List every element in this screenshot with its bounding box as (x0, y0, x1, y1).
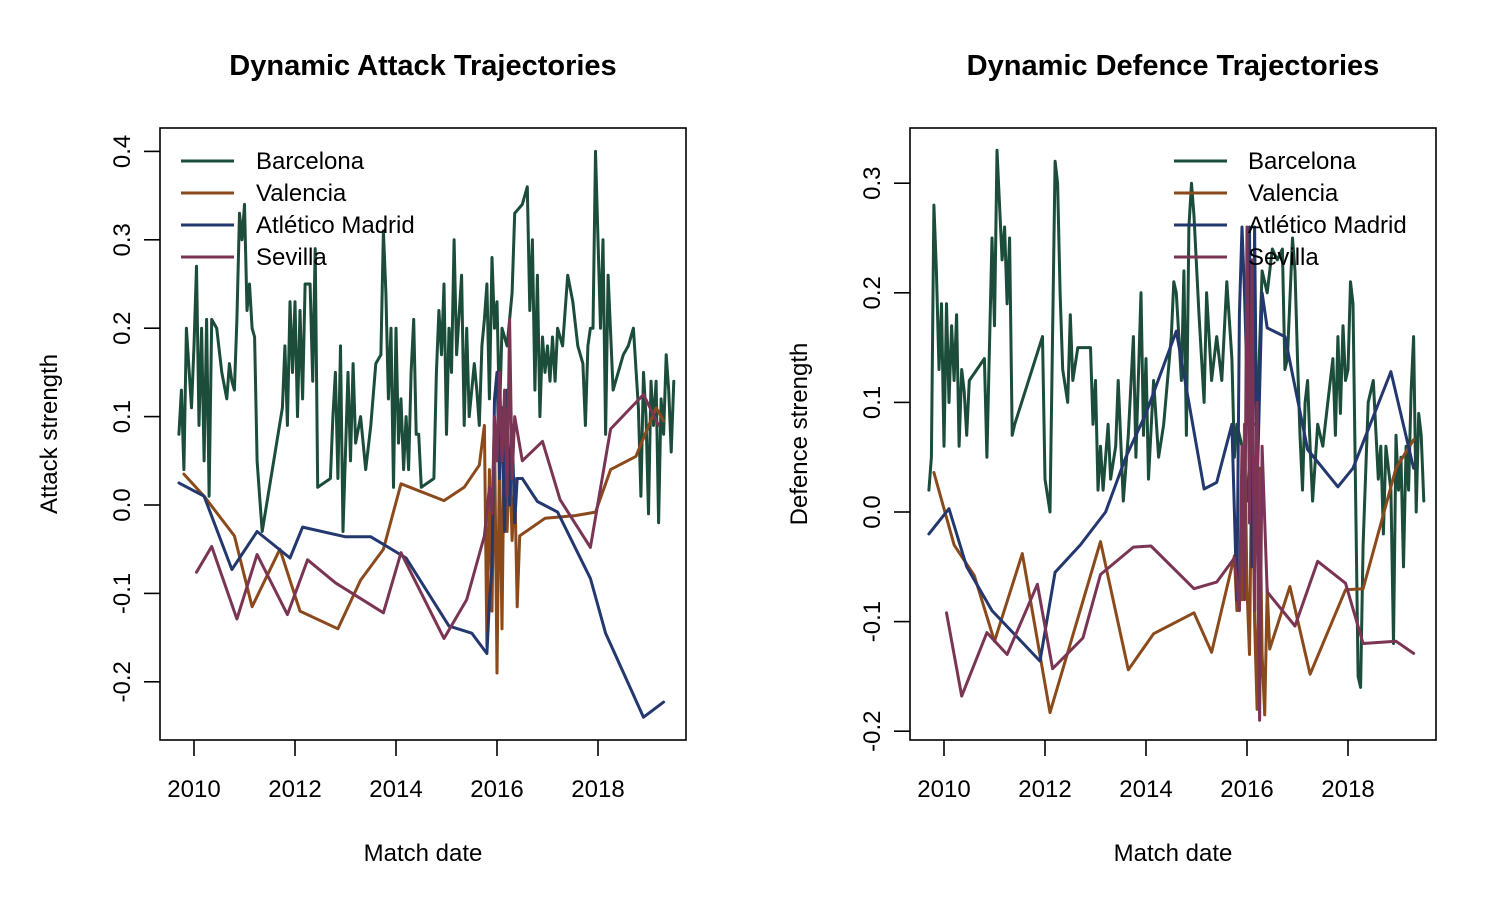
defence-x-tick-label: 2010 (917, 776, 970, 803)
defence-legend: Barcelona Valencia Atlético Madrid Sevilla (1174, 148, 1407, 271)
attack-x-tick-label: 2016 (470, 776, 523, 803)
attack-plot-frame (159, 127, 687, 741)
defence-legend-label: Sevilla (1248, 244, 1319, 271)
attack-series-sevilla (195, 317, 661, 640)
attack-y-tick-label: 0.4 (109, 135, 136, 168)
defence-y-tick-label: 0.1 (859, 386, 886, 419)
attack-series-group (177, 149, 676, 719)
attack-legend-label: Sevilla (256, 244, 327, 271)
attack-chart-title: Dynamic Attack Trajectories (229, 50, 616, 82)
defence-legend-label: Barcelona (1248, 148, 1357, 175)
attack-y-tick-label: 0.0 (109, 488, 136, 521)
attack-x-tick-label: 2012 (268, 776, 321, 803)
defence-chart-title: Dynamic Defence Trajectories (967, 50, 1380, 82)
attack-y-tick-label: 0.2 (109, 312, 136, 345)
attack-y-tick-label: 0.1 (109, 400, 136, 433)
attack-series-atl-tico-madrid (177, 370, 666, 719)
attack-legend-label: Valencia (256, 180, 347, 207)
attack-y-tick-label: -0.2 (109, 661, 136, 702)
defence-series-atl-tico-madrid (927, 225, 1416, 663)
defence-x-tick-label: 2016 (1220, 776, 1273, 803)
defence-legend-label: Atlético Madrid (1248, 212, 1407, 239)
attack-panel: Dynamic Attack Trajectories 2010 2012 2014… (36, 50, 687, 867)
attack-x-tick-label: 2018 (571, 776, 624, 803)
defence-plot-frame (909, 127, 1437, 741)
defence-x-tick-label: 2012 (1018, 776, 1071, 803)
attack-y-tick-label: 0.3 (109, 223, 136, 256)
attack-x-axis-label: Match date (364, 840, 483, 867)
attack-y-axis-label: Attack strength (36, 354, 63, 514)
defence-series-sevilla (945, 225, 1416, 722)
attack-x-axis: 2010 2012 2014 2016 2018 (167, 740, 625, 803)
defence-y-tick-label: 0.2 (859, 276, 886, 309)
attack-y-axis: -0.2 -0.1 0.0 0.1 0.2 0.3 0.4 (109, 135, 160, 702)
attack-x-tick-label: 2014 (369, 776, 422, 803)
defence-y-tick-label: -0.2 (859, 711, 886, 752)
attack-y-tick-label: -0.1 (109, 573, 136, 614)
defence-y-tick-label: -0.1 (859, 601, 886, 642)
defence-y-tick-label: 0.3 (859, 167, 886, 200)
attack-legend-label: Atlético Madrid (256, 212, 415, 239)
defence-panel: Dynamic Defence Trajectories 2010 2012 201… (786, 50, 1437, 867)
attack-x-tick-label: 2010 (167, 776, 220, 803)
attack-series-barcelona (177, 149, 676, 533)
defence-series-barcelona (927, 148, 1426, 689)
attack-legend: Barcelona Valencia Atlético Madrid Sevilla (181, 148, 415, 271)
defence-y-axis: -0.2 -0.1 0.0 0.1 0.2 0.3 (859, 167, 910, 752)
defence-y-axis-label: Defence strength (786, 343, 813, 526)
attack-legend-label: Barcelona (256, 148, 365, 175)
defence-x-axis: 2010 2012 2014 2016 2018 (917, 740, 1375, 803)
defence-x-tick-label: 2014 (1119, 776, 1172, 803)
defence-x-axis-label: Match date (1114, 840, 1233, 867)
defence-y-tick-label: 0.0 (859, 495, 886, 528)
defence-series-group (927, 148, 1426, 722)
defence-x-tick-label: 2018 (1321, 776, 1374, 803)
defence-legend-label: Valencia (1248, 180, 1339, 207)
